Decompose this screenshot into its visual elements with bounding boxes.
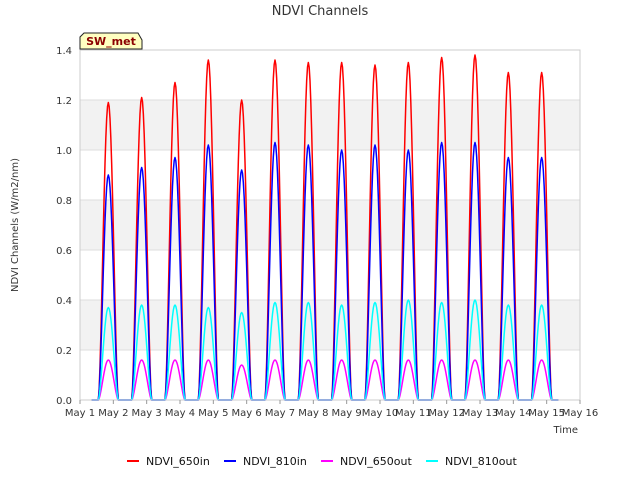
legend: NDVI_650in NDVI_810in NDVI_650out NDVI_810o…: [127, 455, 517, 468]
legend-label: NDVI_650in: [146, 455, 210, 468]
badge-label: SW_met: [86, 35, 136, 48]
y-axis-label: NDVI Channels (W/m2/nm): [10, 158, 21, 292]
x-tick-label: May 3: [132, 408, 162, 419]
x-tick-label: May 11: [395, 408, 432, 419]
background-bands: [80, 100, 580, 350]
x-tick-label: May 4: [165, 408, 195, 419]
x-tick-label: May 14: [495, 408, 532, 419]
badge-box: [79, 32, 143, 50]
plot-frame: [79, 49, 581, 401]
chart-title: NDVI Channels: [272, 4, 369, 19]
legend-label: NDVI_810in: [243, 455, 307, 468]
x-tick-label: May 5: [198, 408, 228, 419]
y-tick-label: 1.2: [56, 96, 72, 107]
background-band: [80, 200, 580, 250]
x-tick-label: May 8: [298, 408, 328, 419]
x-tick-label: May 12: [428, 408, 465, 419]
legend-label: NDVI_810out: [445, 455, 517, 468]
y-tick-label: 0.4: [56, 296, 72, 307]
x-tick-label: May 2: [98, 408, 128, 419]
sw-met-badge: SW_met: [79, 32, 143, 50]
y-tick-label: 0.8: [56, 196, 72, 207]
y-tick-label: 1.4: [56, 46, 72, 57]
series-line-ndvi-810in: [91, 141, 559, 401]
y-tick-label: 0.0: [56, 396, 72, 407]
x-tick-label: May 13: [462, 408, 499, 419]
x-tick-label: May 15: [528, 408, 565, 419]
x-axis-label: Time: [553, 425, 578, 436]
x-axis-ticks: May 1 May 2 May 3 May 4 May 5 May 6 May 7 May 8…: [65, 400, 598, 419]
y-tick-label: 1.0: [56, 146, 72, 157]
background-band: [80, 300, 580, 350]
x-tick-label: May 16: [562, 408, 599, 419]
y-tick-label: 0.2: [56, 346, 72, 357]
y-tick-label: 0.6: [56, 246, 72, 257]
background-band: [80, 100, 580, 150]
x-tick-label: May 10: [362, 408, 399, 419]
y-axis-ticks: 0.0 0.2 0.4 0.6 0.8 1.0 1.2 1.4: [56, 46, 72, 407]
legend-label: NDVI_650out: [340, 455, 412, 468]
x-tick-label: May 6: [232, 408, 262, 419]
x-tick-label: May 1: [65, 408, 95, 419]
x-tick-label: May 9: [332, 408, 362, 419]
x-tick-label: May 7: [265, 408, 295, 419]
series-line-ndvi-650out: [91, 359, 559, 401]
